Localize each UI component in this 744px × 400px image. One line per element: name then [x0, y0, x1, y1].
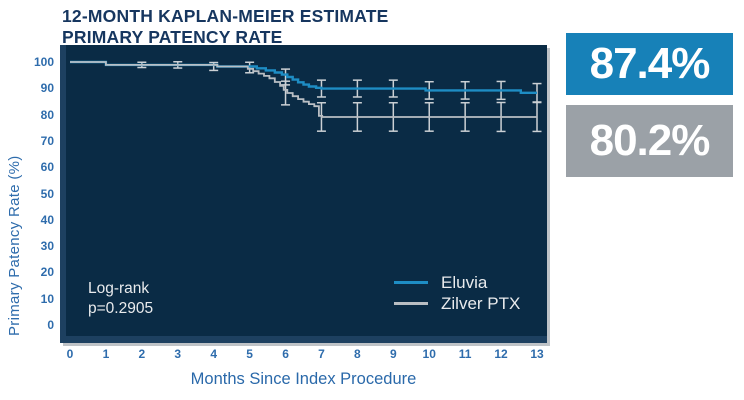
- x-axis-title: Months Since Index Procedure: [190, 370, 417, 388]
- x-tick-label: 13: [530, 347, 544, 361]
- chart-title-line2: PRIMARY PATENCY RATE: [62, 26, 283, 47]
- eluvia-result-badge: 87.4%: [566, 33, 733, 95]
- log-rank-label: Log-rank: [88, 280, 150, 297]
- zilver-patency-value: 80.2%: [589, 116, 711, 165]
- y-axis-title: Primary Patency Rate (%): [6, 155, 23, 336]
- legend-label-eluvia: Eluvia: [441, 272, 488, 292]
- x-tick-label: 1: [102, 347, 110, 361]
- chart-title-line1: 12-MONTH KAPLAN-MEIER ESTIMATE: [62, 6, 389, 26]
- x-tick-label: 2: [138, 347, 146, 361]
- x-tick-label: 7: [318, 347, 325, 361]
- plot-area: Log-rank p=0.2905 Eluvia Zilver PTX: [60, 45, 547, 343]
- zilver-ptx-line-swatch: [394, 302, 428, 305]
- legend-item-zilver-ptx: Zilver PTX: [394, 293, 520, 314]
- x-tick-label: 4: [210, 347, 218, 361]
- x-tick-label: 6: [282, 347, 289, 361]
- km-curve-zilver-ptx: [70, 61, 537, 118]
- x-tick-label: 10: [422, 347, 436, 361]
- x-tick-label: 12: [494, 347, 508, 361]
- legend-label-zilver-ptx: Zilver PTX: [441, 293, 521, 313]
- legend-item-eluvia: Eluvia: [394, 272, 520, 293]
- eluvia-patency-value: 87.4%: [589, 39, 711, 88]
- x-tick-label: 11: [458, 347, 472, 361]
- eluvia-line-swatch: [394, 281, 428, 284]
- legend: Eluvia Zilver PTX: [394, 272, 520, 314]
- log-rank-annotation: Log-rank p=0.2905: [88, 279, 153, 319]
- x-tick-label: 3: [174, 347, 182, 361]
- x-tick-label: 9: [389, 347, 397, 361]
- x-tick-label: 8: [354, 347, 361, 361]
- x-tick-label: 5: [246, 347, 253, 361]
- p-value: p=0.2905: [88, 300, 154, 318]
- chart-title: 12-MONTH KAPLAN-MEIER ESTIMATE PRIMARY P…: [62, 6, 389, 47]
- km-curves-svg: [70, 60, 542, 133]
- km-curve-eluvia: [70, 60, 537, 94]
- x-tick-label: 0: [66, 347, 74, 361]
- zilver-result-badge: 80.2%: [566, 105, 733, 177]
